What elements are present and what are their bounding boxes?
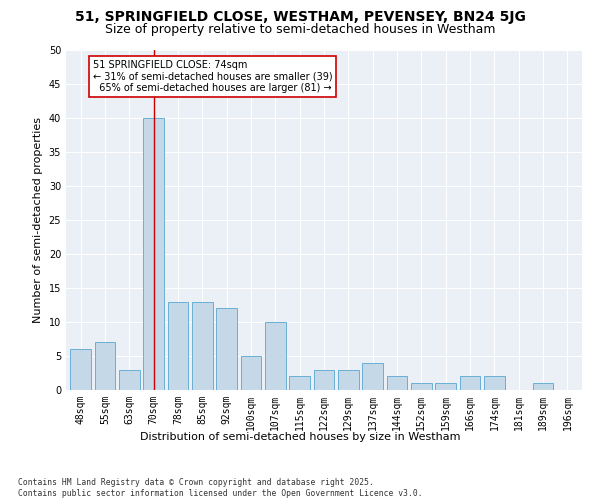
Text: 51, SPRINGFIELD CLOSE, WESTHAM, PEVENSEY, BN24 5JG: 51, SPRINGFIELD CLOSE, WESTHAM, PEVENSEY… bbox=[74, 10, 526, 24]
Bar bbox=[436, 383, 456, 390]
Bar bbox=[411, 383, 432, 390]
Bar bbox=[289, 376, 310, 390]
Bar bbox=[167, 302, 188, 390]
Text: Distribution of semi-detached houses by size in Westham: Distribution of semi-detached houses by … bbox=[140, 432, 460, 442]
Bar bbox=[484, 376, 505, 390]
Text: 51 SPRINGFIELD CLOSE: 74sqm
← 31% of semi-detached houses are smaller (39)
  65%: 51 SPRINGFIELD CLOSE: 74sqm ← 31% of sem… bbox=[93, 60, 332, 94]
Bar bbox=[119, 370, 140, 390]
Bar bbox=[533, 383, 553, 390]
Bar bbox=[386, 376, 407, 390]
Bar bbox=[95, 342, 115, 390]
Bar bbox=[241, 356, 262, 390]
Bar bbox=[216, 308, 237, 390]
Bar bbox=[265, 322, 286, 390]
Y-axis label: Number of semi-detached properties: Number of semi-detached properties bbox=[33, 117, 43, 323]
Bar bbox=[338, 370, 359, 390]
Bar bbox=[362, 363, 383, 390]
Text: Size of property relative to semi-detached houses in Westham: Size of property relative to semi-detach… bbox=[105, 22, 495, 36]
Bar bbox=[143, 118, 164, 390]
Bar bbox=[70, 349, 91, 390]
Bar bbox=[314, 370, 334, 390]
Bar bbox=[460, 376, 481, 390]
Text: Contains HM Land Registry data © Crown copyright and database right 2025.
Contai: Contains HM Land Registry data © Crown c… bbox=[18, 478, 422, 498]
Bar bbox=[192, 302, 212, 390]
